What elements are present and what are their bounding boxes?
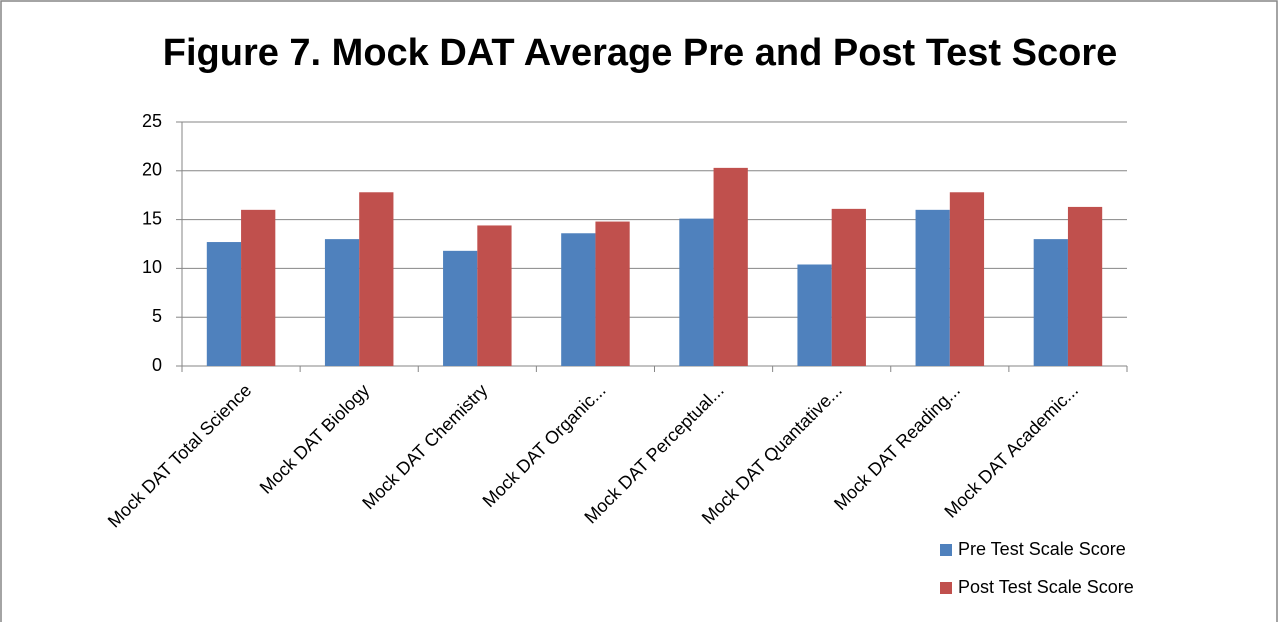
- bar: [915, 209, 950, 366]
- x-tick-label: Mock DAT Total Science: [104, 380, 255, 531]
- y-tick-label: 10: [142, 257, 162, 277]
- bar: [359, 192, 394, 366]
- x-tick-label: Mock DAT Academic...: [940, 380, 1082, 522]
- legend-label: Post Test Scale Score: [958, 577, 1134, 597]
- bar: [831, 208, 866, 366]
- y-tick-label: 0: [152, 355, 162, 375]
- bar: [561, 233, 596, 366]
- bar: [241, 209, 276, 366]
- legend-swatch: [940, 544, 952, 556]
- x-tick-label: Mock DAT Organic...: [479, 380, 610, 511]
- bar: [443, 250, 478, 366]
- y-tick-label: 15: [142, 208, 162, 228]
- x-tick-label: Mock DAT Reading...: [830, 380, 964, 514]
- bar: [1033, 239, 1068, 366]
- bar: [595, 221, 630, 366]
- bar: [1067, 206, 1103, 366]
- bar: [477, 225, 512, 366]
- bar: [949, 192, 985, 366]
- x-tick-label: Mock DAT Biology: [256, 380, 374, 498]
- y-tick-label: 20: [142, 160, 162, 180]
- bar: [206, 242, 242, 366]
- bar: [324, 239, 360, 366]
- bar: [713, 167, 748, 366]
- legend-label: Pre Test Scale Score: [958, 539, 1126, 559]
- x-tick-label: Mock DAT Quantative...: [698, 380, 846, 528]
- y-tick-label: 25: [142, 111, 162, 131]
- legend-swatch: [940, 582, 952, 594]
- bar: [679, 218, 714, 366]
- y-tick-label: 5: [152, 306, 162, 326]
- chart-title: Figure 7. Mock DAT Average Pre and Post …: [163, 32, 1118, 74]
- x-tick-label: Mock DAT Chemistry: [358, 380, 491, 513]
- bar: [797, 264, 832, 366]
